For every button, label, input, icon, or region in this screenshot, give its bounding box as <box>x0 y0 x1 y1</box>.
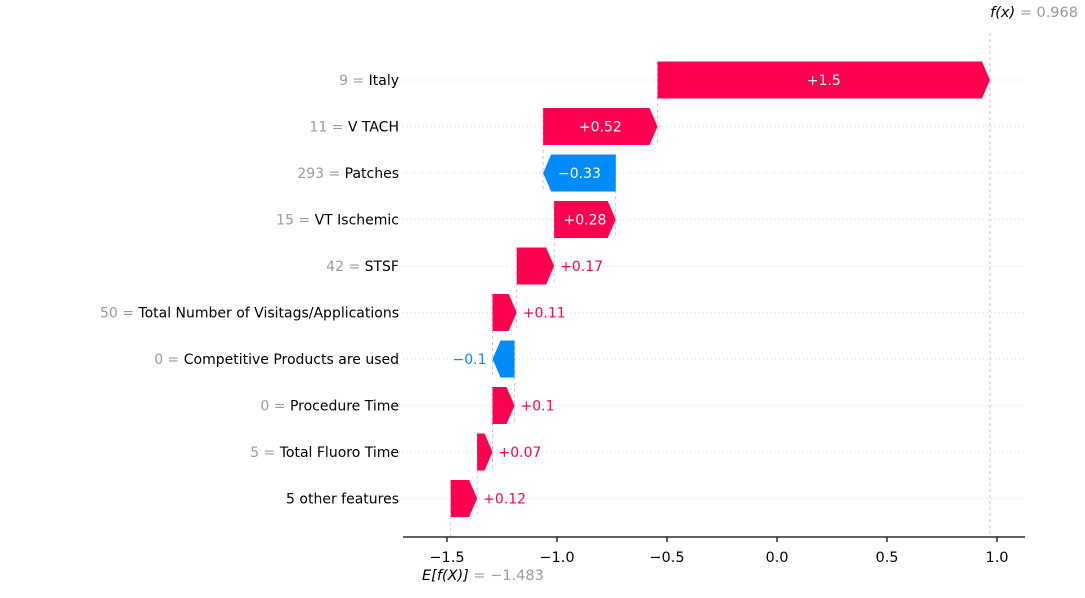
feature-label: 0 = Procedure Time <box>260 399 399 415</box>
bar-value-label: +0.11 <box>523 306 566 322</box>
bar-value-label: −0.1 <box>453 352 487 368</box>
feature-value-text: 5 = <box>250 445 280 461</box>
bar-value-label: +0.52 <box>579 120 622 136</box>
feature-name-text: V TACH <box>348 120 399 136</box>
feature-name-text: Total Number of Visitags/Applications <box>137 306 399 322</box>
x-axis-tick-label: 0.5 <box>875 550 898 566</box>
feature-value-text: 50 = <box>100 306 138 322</box>
bar-value-label: +0.17 <box>560 259 603 275</box>
feature-value-text: 0 = <box>154 352 184 368</box>
feature-value-text: 0 = <box>260 399 290 415</box>
fx-annotation-math: f(x) <box>990 5 1016 21</box>
bar-value-label: +0.28 <box>563 213 606 229</box>
feature-label: 50 = Total Number of Visitags/Applicatio… <box>100 306 399 322</box>
shap-bar-positive <box>543 108 658 145</box>
feature-value-text: 11 = <box>309 120 347 136</box>
bar-value-label: +0.1 <box>521 399 555 415</box>
expected-value-math: E[f(X)] <box>422 568 469 584</box>
fx-annotation: f(x) = 0.968 <box>990 5 1078 21</box>
feature-name-text: Total Fluoro Time <box>279 445 399 461</box>
feature-name-text: 5 other features <box>286 492 399 508</box>
shap-bar-positive <box>477 433 493 471</box>
feature-value-text: 15 = <box>276 213 314 229</box>
feature-label: 0 = Competitive Products are used <box>154 352 399 368</box>
shap-bar-positive <box>657 61 990 99</box>
bar-value-label: +0.07 <box>499 445 542 461</box>
feature-value-text: 293 = <box>297 166 344 182</box>
feature-name-text: Procedure Time <box>290 399 399 415</box>
feature-label: 9 = Italy <box>339 73 399 89</box>
feature-name-text: VT Ischemic <box>315 213 399 229</box>
shap-bar-positive <box>516 247 555 285</box>
fx-annotation-value: = 0.968 <box>1015 5 1078 21</box>
feature-label: 5 other features <box>286 492 399 508</box>
shap-bar-positive <box>492 387 515 424</box>
x-axis-tick-label: −1.0 <box>539 550 574 566</box>
feature-label: 11 = V TACH <box>309 120 399 136</box>
x-axis-tick-label: −0.5 <box>649 550 684 566</box>
expected-value-value: = −1.483 <box>468 568 544 584</box>
feature-name-text: Competitive Products are used <box>184 352 399 368</box>
shap-bar-positive <box>554 201 616 238</box>
bar-value-label: +0.12 <box>483 492 526 508</box>
x-axis-tick-label: −1.5 <box>429 550 464 566</box>
bar-value-label: −0.33 <box>558 166 601 182</box>
shap-bar-negative <box>492 340 515 378</box>
feature-name-text: STSF <box>365 259 399 275</box>
feature-label: 15 = VT Ischemic <box>276 213 399 229</box>
shap-bar-negative <box>543 154 616 192</box>
feature-label: 5 = Total Fluoro Time <box>250 445 399 461</box>
feature-value-text: 42 = <box>326 259 364 275</box>
shap-bar-positive <box>450 480 478 517</box>
feature-name-text: Patches <box>345 166 399 182</box>
feature-label: 42 = STSF <box>326 259 399 275</box>
feature-label: 293 = Patches <box>297 166 399 182</box>
x-axis-tick-label: 1.0 <box>985 550 1008 566</box>
x-axis-tick-label: 0.0 <box>765 550 788 566</box>
shap-bar-positive <box>492 294 517 331</box>
bar-value-label: +1.5 <box>807 73 841 89</box>
expected-value-annotation: E[f(X)] = −1.483 <box>422 568 544 584</box>
feature-name-text: Italy <box>369 73 399 89</box>
feature-value-text: 9 = <box>339 73 369 89</box>
